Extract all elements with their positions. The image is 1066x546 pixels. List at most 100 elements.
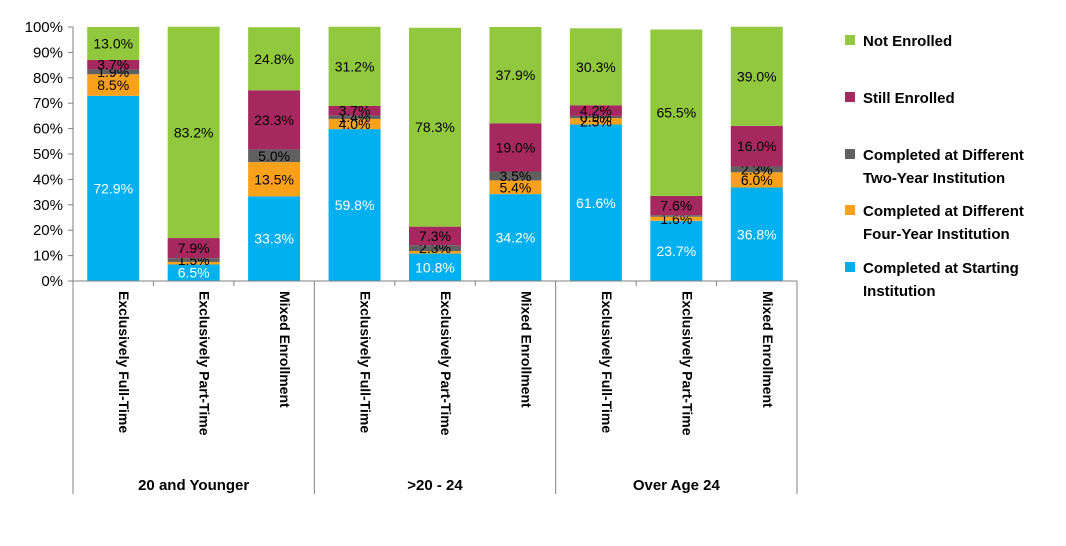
data-label: 16.0% bbox=[737, 138, 777, 154]
y-tick-label: 70% bbox=[33, 95, 63, 112]
bar-segment bbox=[730, 166, 783, 173]
legend-label: Not Enrolled bbox=[863, 33, 953, 50]
bar-segment bbox=[248, 162, 301, 197]
bar-segment bbox=[730, 26, 783, 126]
category-label: Exclusively Full-Time bbox=[599, 291, 615, 433]
bar-segment bbox=[248, 90, 301, 150]
bar-segment bbox=[167, 258, 220, 262]
legend-item: Completed at Different Four-Year Institut… bbox=[845, 200, 1060, 246]
category-label: Mixed Enrollment bbox=[760, 291, 776, 408]
bar-segment bbox=[650, 216, 703, 221]
stacked-bar-chart: 72.9%8.5%1.9%3.7%13.0%6.5%1.5%7.9%83.2%3… bbox=[25, 19, 798, 494]
data-label: 59.8% bbox=[335, 197, 375, 213]
data-label: 7.6% bbox=[660, 198, 692, 214]
data-label: 30.3% bbox=[576, 59, 616, 75]
data-label: 23.7% bbox=[656, 243, 696, 259]
data-label: 13.0% bbox=[93, 36, 133, 52]
bar-segment bbox=[569, 28, 622, 106]
bar-segment bbox=[730, 187, 783, 281]
group-label: 20 and Younger bbox=[138, 477, 249, 494]
bar-segment bbox=[409, 226, 461, 246]
bar-segment bbox=[328, 129, 381, 281]
data-label: 23.3% bbox=[254, 112, 294, 128]
data-label: 10.8% bbox=[415, 259, 455, 275]
data-label: 7.3% bbox=[419, 228, 451, 244]
y-tick-label: 20% bbox=[33, 222, 63, 239]
data-label: 3.7% bbox=[97, 57, 129, 73]
data-label: 6.0% bbox=[741, 172, 773, 188]
data-label: 13.5% bbox=[254, 171, 294, 187]
y-tick-label: 10% bbox=[33, 248, 63, 265]
category-label: Mixed Enrollment bbox=[277, 291, 293, 408]
y-tick-label: 80% bbox=[33, 70, 63, 87]
bar-segment bbox=[167, 26, 220, 239]
legend-swatch bbox=[845, 35, 855, 45]
data-label: 5.4% bbox=[499, 179, 531, 195]
category-label: Exclusively Part-Time bbox=[197, 291, 213, 436]
bar-segment bbox=[328, 26, 381, 106]
legend-item: Completed at Starting Institution bbox=[845, 257, 1060, 303]
bar-segment bbox=[730, 125, 783, 167]
group-label: >20 - 24 bbox=[407, 477, 463, 494]
data-label: 24.8% bbox=[254, 51, 294, 67]
data-label: 33.3% bbox=[254, 231, 294, 247]
y-tick-label: 0% bbox=[41, 273, 63, 290]
data-label: 34.2% bbox=[496, 230, 536, 246]
group-label: Over Age 24 bbox=[633, 477, 721, 494]
bar-segment bbox=[489, 171, 542, 181]
bar-segment bbox=[409, 251, 461, 254]
data-label: 4.2% bbox=[580, 103, 612, 119]
legend-label: Completed at Different Two-Year Instituti… bbox=[863, 147, 1024, 187]
y-tick-label: 100% bbox=[25, 19, 63, 36]
bar-segment bbox=[328, 115, 381, 119]
bar-segment bbox=[409, 245, 461, 252]
bar-segment bbox=[248, 149, 301, 163]
bar-segment bbox=[167, 261, 220, 265]
bar-segment bbox=[650, 195, 703, 216]
data-label: 39.0% bbox=[737, 68, 777, 84]
category-label: Exclusively Part-Time bbox=[679, 291, 695, 436]
data-label: 65.5% bbox=[656, 105, 696, 121]
legend-swatch bbox=[845, 262, 855, 272]
legend-swatch bbox=[845, 149, 855, 159]
bar-segment bbox=[167, 238, 220, 259]
bar-segment bbox=[569, 118, 622, 125]
bar-segment bbox=[489, 180, 542, 195]
bar-segment bbox=[167, 264, 220, 281]
bar-segment bbox=[87, 69, 140, 75]
data-label: 37.9% bbox=[496, 67, 536, 83]
bar-segment bbox=[87, 74, 140, 96]
bar-segment bbox=[248, 27, 301, 91]
y-tick-label: 30% bbox=[33, 197, 63, 214]
bar-segment bbox=[569, 115, 622, 119]
bar-segment bbox=[328, 105, 381, 116]
bar-segment bbox=[489, 123, 542, 172]
legend-swatch bbox=[845, 92, 855, 102]
legend-item: Not Enrolled bbox=[845, 30, 1060, 53]
data-label: 3.7% bbox=[339, 103, 371, 119]
bar-segment bbox=[489, 27, 542, 124]
legend-item: Completed at Different Two-Year Instituti… bbox=[845, 144, 1060, 190]
legend-label: Completed at Different Four-Year Institut… bbox=[863, 203, 1024, 243]
category-label: Exclusively Full-Time bbox=[358, 291, 374, 433]
bar-segment bbox=[650, 220, 703, 281]
bar-segment bbox=[650, 29, 703, 196]
bar-segment bbox=[730, 172, 783, 188]
category-label: Exclusively Full-Time bbox=[116, 291, 132, 433]
data-label: 78.3% bbox=[415, 119, 455, 135]
y-tick-label: 90% bbox=[33, 44, 63, 61]
data-label: 3.5% bbox=[499, 168, 531, 184]
data-label: 6.5% bbox=[178, 265, 210, 281]
bar-segment bbox=[87, 60, 140, 70]
data-label: 36.8% bbox=[737, 226, 777, 242]
data-label: 83.2% bbox=[174, 124, 214, 140]
bar-segment bbox=[87, 27, 140, 61]
bar-segment bbox=[569, 124, 622, 281]
bar-segment bbox=[328, 118, 381, 130]
data-label: 8.5% bbox=[97, 77, 129, 93]
bar-segment bbox=[409, 27, 461, 227]
bar-segment bbox=[569, 105, 622, 116]
category-label: Mixed Enrollment bbox=[518, 291, 534, 408]
data-label: 72.9% bbox=[93, 180, 133, 196]
data-label: 7.9% bbox=[178, 240, 210, 256]
